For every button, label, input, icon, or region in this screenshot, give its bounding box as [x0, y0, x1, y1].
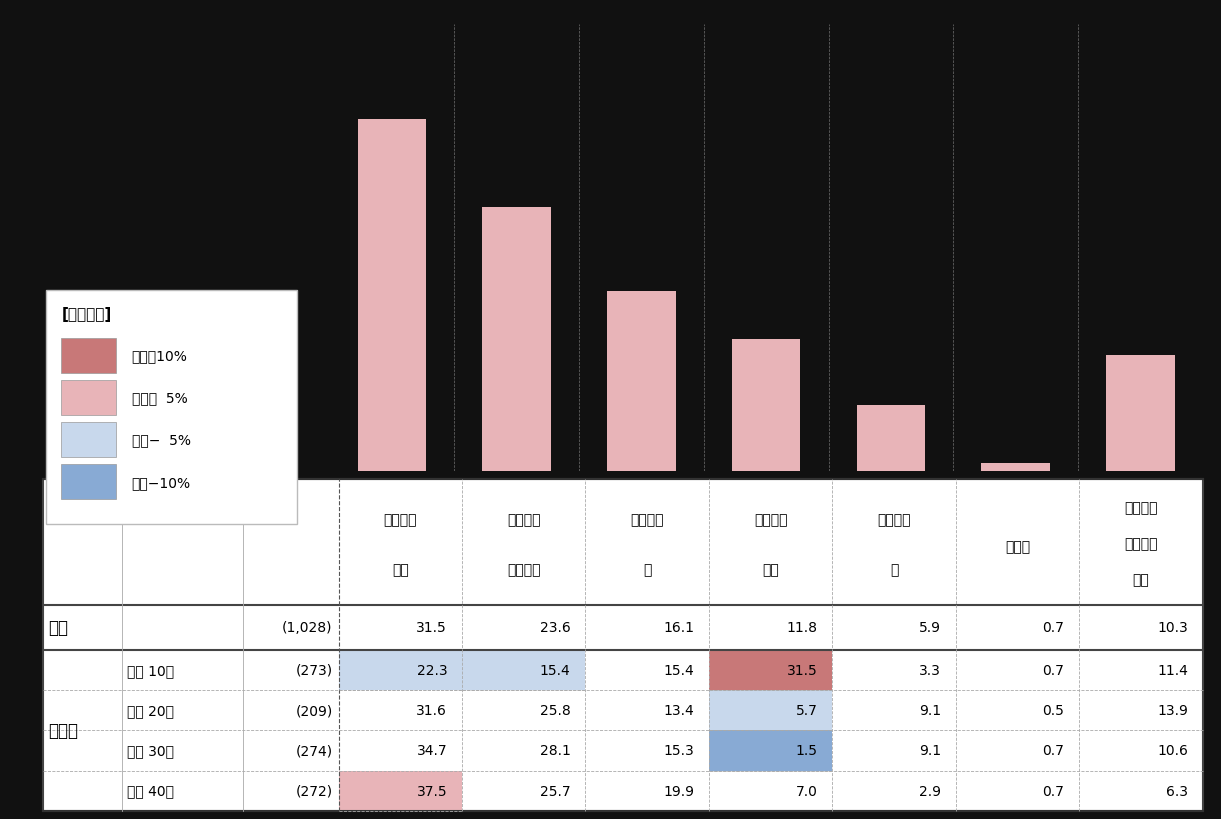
Text: 9.1: 9.1 [919, 744, 941, 758]
Text: 性年代: 性年代 [49, 722, 78, 740]
Text: 15.3: 15.3 [663, 744, 694, 758]
Text: 全体−10%: 全体−10% [132, 475, 190, 489]
Text: 女性 30代: 女性 30代 [127, 744, 175, 758]
Text: 0.7: 0.7 [1043, 621, 1065, 635]
Text: 全体: 全体 [49, 618, 68, 636]
Text: プ: プ [643, 563, 651, 577]
Bar [709, 731, 833, 771]
Text: (272): (272) [295, 784, 332, 798]
Text: 9.1: 9.1 [919, 704, 941, 717]
Text: 23.6: 23.6 [540, 621, 570, 635]
Text: ノンワイ: ノンワイ [507, 513, 541, 527]
Text: 全体＋10%: 全体＋10% [132, 349, 187, 363]
Text: 11.8: 11.8 [786, 621, 818, 635]
Bar [482, 207, 551, 471]
Text: 31.5: 31.5 [416, 621, 447, 635]
Text: ブラ: ブラ [392, 563, 409, 577]
Text: ヤーブラ: ヤーブラ [507, 563, 541, 577]
Text: 25.8: 25.8 [540, 704, 570, 717]
Bar [61, 338, 116, 373]
Text: その他: その他 [1005, 540, 1031, 554]
Text: ブラ: ブラ [762, 563, 779, 577]
Text: 13.4: 13.4 [663, 704, 694, 717]
Text: 2.9: 2.9 [919, 784, 941, 798]
Text: 0.5: 0.5 [1043, 704, 1065, 717]
Bar [857, 405, 926, 471]
Bar [61, 423, 116, 458]
Text: ナイトブ: ナイトブ [878, 513, 911, 527]
Bar [358, 120, 426, 471]
Bar [709, 650, 833, 690]
Text: 3.3: 3.3 [919, 663, 941, 677]
Text: 22.3: 22.3 [416, 663, 447, 677]
Text: ない: ない [1133, 573, 1149, 587]
Bar [61, 464, 116, 500]
Text: 5.7: 5.7 [796, 704, 818, 717]
Text: スポーツ: スポーツ [753, 513, 788, 527]
Text: 31.6: 31.6 [416, 704, 447, 717]
Text: 13.9: 13.9 [1158, 704, 1188, 717]
Text: 1.5: 1.5 [796, 744, 818, 758]
Text: るものは: るものは [1125, 537, 1158, 551]
Bar [982, 463, 1050, 471]
Text: (273): (273) [295, 663, 332, 677]
Text: 15.4: 15.4 [540, 663, 570, 677]
Text: 28.1: 28.1 [540, 744, 570, 758]
Text: 10.6: 10.6 [1158, 744, 1188, 758]
Text: 女性 40代: 女性 40代 [127, 784, 175, 798]
Text: 全体＋  5%: 全体＋ 5% [132, 391, 187, 405]
Bar [338, 771, 462, 811]
Bar [709, 690, 833, 731]
Text: 女性 10代: 女性 10代 [127, 663, 175, 677]
Text: ブラトッ: ブラトッ [630, 513, 664, 527]
Text: 16.1: 16.1 [663, 621, 694, 635]
Bar [607, 292, 675, 471]
Bar [462, 650, 585, 690]
Text: 5.9: 5.9 [919, 621, 941, 635]
Text: (209): (209) [295, 704, 332, 717]
Text: ワイヤー: ワイヤー [383, 513, 418, 527]
Text: 11.4: 11.4 [1158, 663, 1188, 677]
Text: ラ: ラ [890, 563, 899, 577]
Text: 6.3: 6.3 [1166, 784, 1188, 798]
Text: (274): (274) [295, 744, 332, 758]
Text: 0.7: 0.7 [1043, 744, 1065, 758]
Bar [1106, 356, 1175, 471]
Bar [731, 339, 801, 471]
Text: 15.4: 15.4 [663, 663, 694, 677]
Text: 31.5: 31.5 [786, 663, 818, 677]
Bar [61, 381, 116, 415]
Text: 全体−  5%: 全体− 5% [132, 433, 190, 447]
Text: 0.7: 0.7 [1043, 663, 1065, 677]
Text: 25.7: 25.7 [540, 784, 570, 798]
Text: (1,028): (1,028) [282, 621, 332, 635]
Text: 0.7: 0.7 [1043, 784, 1065, 798]
Text: 19.9: 19.9 [663, 784, 694, 798]
Text: [比率の差]: [比率の差] [61, 306, 111, 322]
Text: 37.5: 37.5 [416, 784, 447, 798]
Text: あてはま: あてはま [1125, 501, 1158, 515]
Bar [338, 650, 462, 690]
Text: 7.0: 7.0 [796, 784, 818, 798]
Text: 10.3: 10.3 [1158, 621, 1188, 635]
Text: 女性 20代: 女性 20代 [127, 704, 175, 717]
Text: 34.7: 34.7 [416, 744, 447, 758]
